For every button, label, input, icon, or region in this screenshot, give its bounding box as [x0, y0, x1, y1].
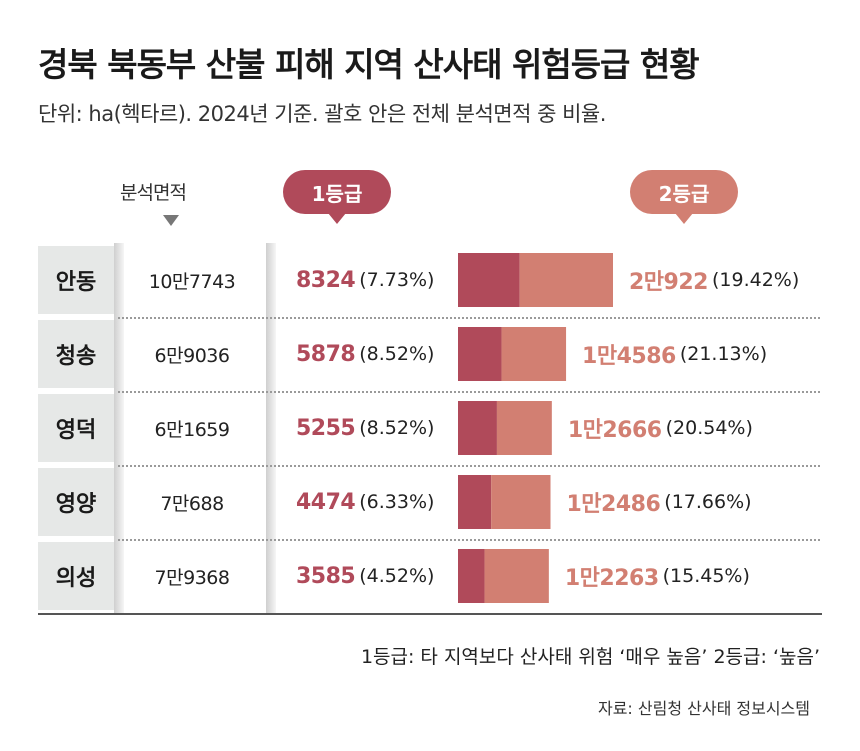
- analysis-area-header: 분석면적: [120, 182, 187, 204]
- source-note: 자료: 산림청 산사태 정보시스템: [597, 699, 810, 718]
- grade2-bar: [501, 327, 567, 381]
- grade2-data-label: 1만2486 (17.66%): [567, 468, 752, 536]
- grade1-value: 5878: [296, 341, 356, 367]
- grade1-percent: (7.73%): [359, 269, 435, 291]
- grade1-bar: [458, 401, 497, 455]
- grade2-value: 1만2666: [567, 418, 662, 443]
- analysis-area-value: 6만1659: [154, 418, 230, 441]
- analysis-area-value: 6만9036: [154, 344, 230, 367]
- region-label: 안동: [38, 246, 114, 314]
- row-separator: [118, 391, 820, 393]
- grade2-bar: [496, 401, 552, 455]
- grade2-bar: [519, 253, 613, 307]
- grade1-percent: (8.52%): [359, 417, 435, 439]
- grade1-data-label: 3585 (4.52%): [296, 542, 434, 610]
- grade1-data-label: 8324 (7.73%): [296, 246, 434, 314]
- row-separator: [118, 317, 820, 319]
- grade2-value: 1만4586: [582, 344, 676, 369]
- region-label: 영양: [38, 468, 114, 536]
- grade1-legend-bubble: 1등급: [283, 170, 391, 224]
- analysis-area-value: 7만688: [160, 492, 224, 515]
- grade2-bar: [491, 475, 551, 529]
- grade1-bar: [458, 475, 492, 529]
- region-label: 영덕: [38, 394, 114, 462]
- grade2-value: 1만2263: [564, 566, 659, 591]
- grade1-bar: [458, 253, 520, 307]
- grade1-bar: [458, 549, 485, 603]
- chart-subtitle: 단위: ha(헥타르). 2024년 기준. 괄호 안은 전체 분석면적 중 비…: [38, 102, 606, 126]
- region-label: 의성: [38, 542, 114, 610]
- grade1-percent: (8.52%): [359, 343, 435, 365]
- grade2-data-label: 1만2263 (15.45%): [565, 542, 750, 610]
- grade1-value: 4474: [296, 489, 356, 515]
- grade1-percent: (4.52%): [359, 565, 435, 587]
- grade2-data-label: 2만922 (19.42%): [629, 246, 799, 314]
- grade2-percent: (20.54%): [665, 417, 753, 439]
- grade2-data-label: 1만2666 (20.54%): [568, 394, 753, 462]
- chart-title: 경북 북동부 산불 피해 지역 산사태 위험등급 현황: [38, 45, 700, 84]
- grade1-data-label: 5878 (8.52%): [296, 320, 434, 388]
- table-baseline: [38, 613, 822, 615]
- grade2-value: 2만922: [629, 270, 708, 295]
- grade2-value: 1만2486: [566, 492, 661, 517]
- grade-footnote: 1등급: 타 지역보다 산사태 위험 ‘매우 높음’ 2등급: ‘높음’: [360, 646, 820, 668]
- grade2-percent: (17.66%): [664, 491, 752, 513]
- grade1-percent: (6.33%): [359, 491, 435, 513]
- column-divider-stripe: [114, 243, 124, 613]
- analysis-area-value: 10만7743: [148, 270, 236, 293]
- down-triangle-icon: [163, 215, 179, 226]
- grade2-data-label: 1만4586 (21.13%): [582, 320, 767, 388]
- grade1-value: 8324: [296, 267, 356, 293]
- grade2-bar: [484, 549, 549, 603]
- grade1-bar: [458, 327, 502, 381]
- row-separator: [118, 539, 820, 541]
- grade2-percent: (15.45%): [662, 565, 750, 587]
- row-separator: [118, 465, 820, 467]
- analysis-area-value: 7만9368: [154, 566, 230, 589]
- grade2-percent: (21.13%): [679, 343, 768, 365]
- grade1-data-label: 4474 (6.33%): [296, 468, 434, 536]
- column-divider-stripe: [266, 243, 276, 613]
- grade1-value: 3585: [296, 563, 356, 589]
- grade2-percent: (19.42%): [711, 269, 800, 291]
- grade1-data-label: 5255 (8.52%): [296, 394, 434, 462]
- grade2-legend-bubble: 2등급: [630, 170, 738, 224]
- region-label: 청송: [38, 320, 114, 388]
- grade1-value: 5255: [296, 415, 356, 441]
